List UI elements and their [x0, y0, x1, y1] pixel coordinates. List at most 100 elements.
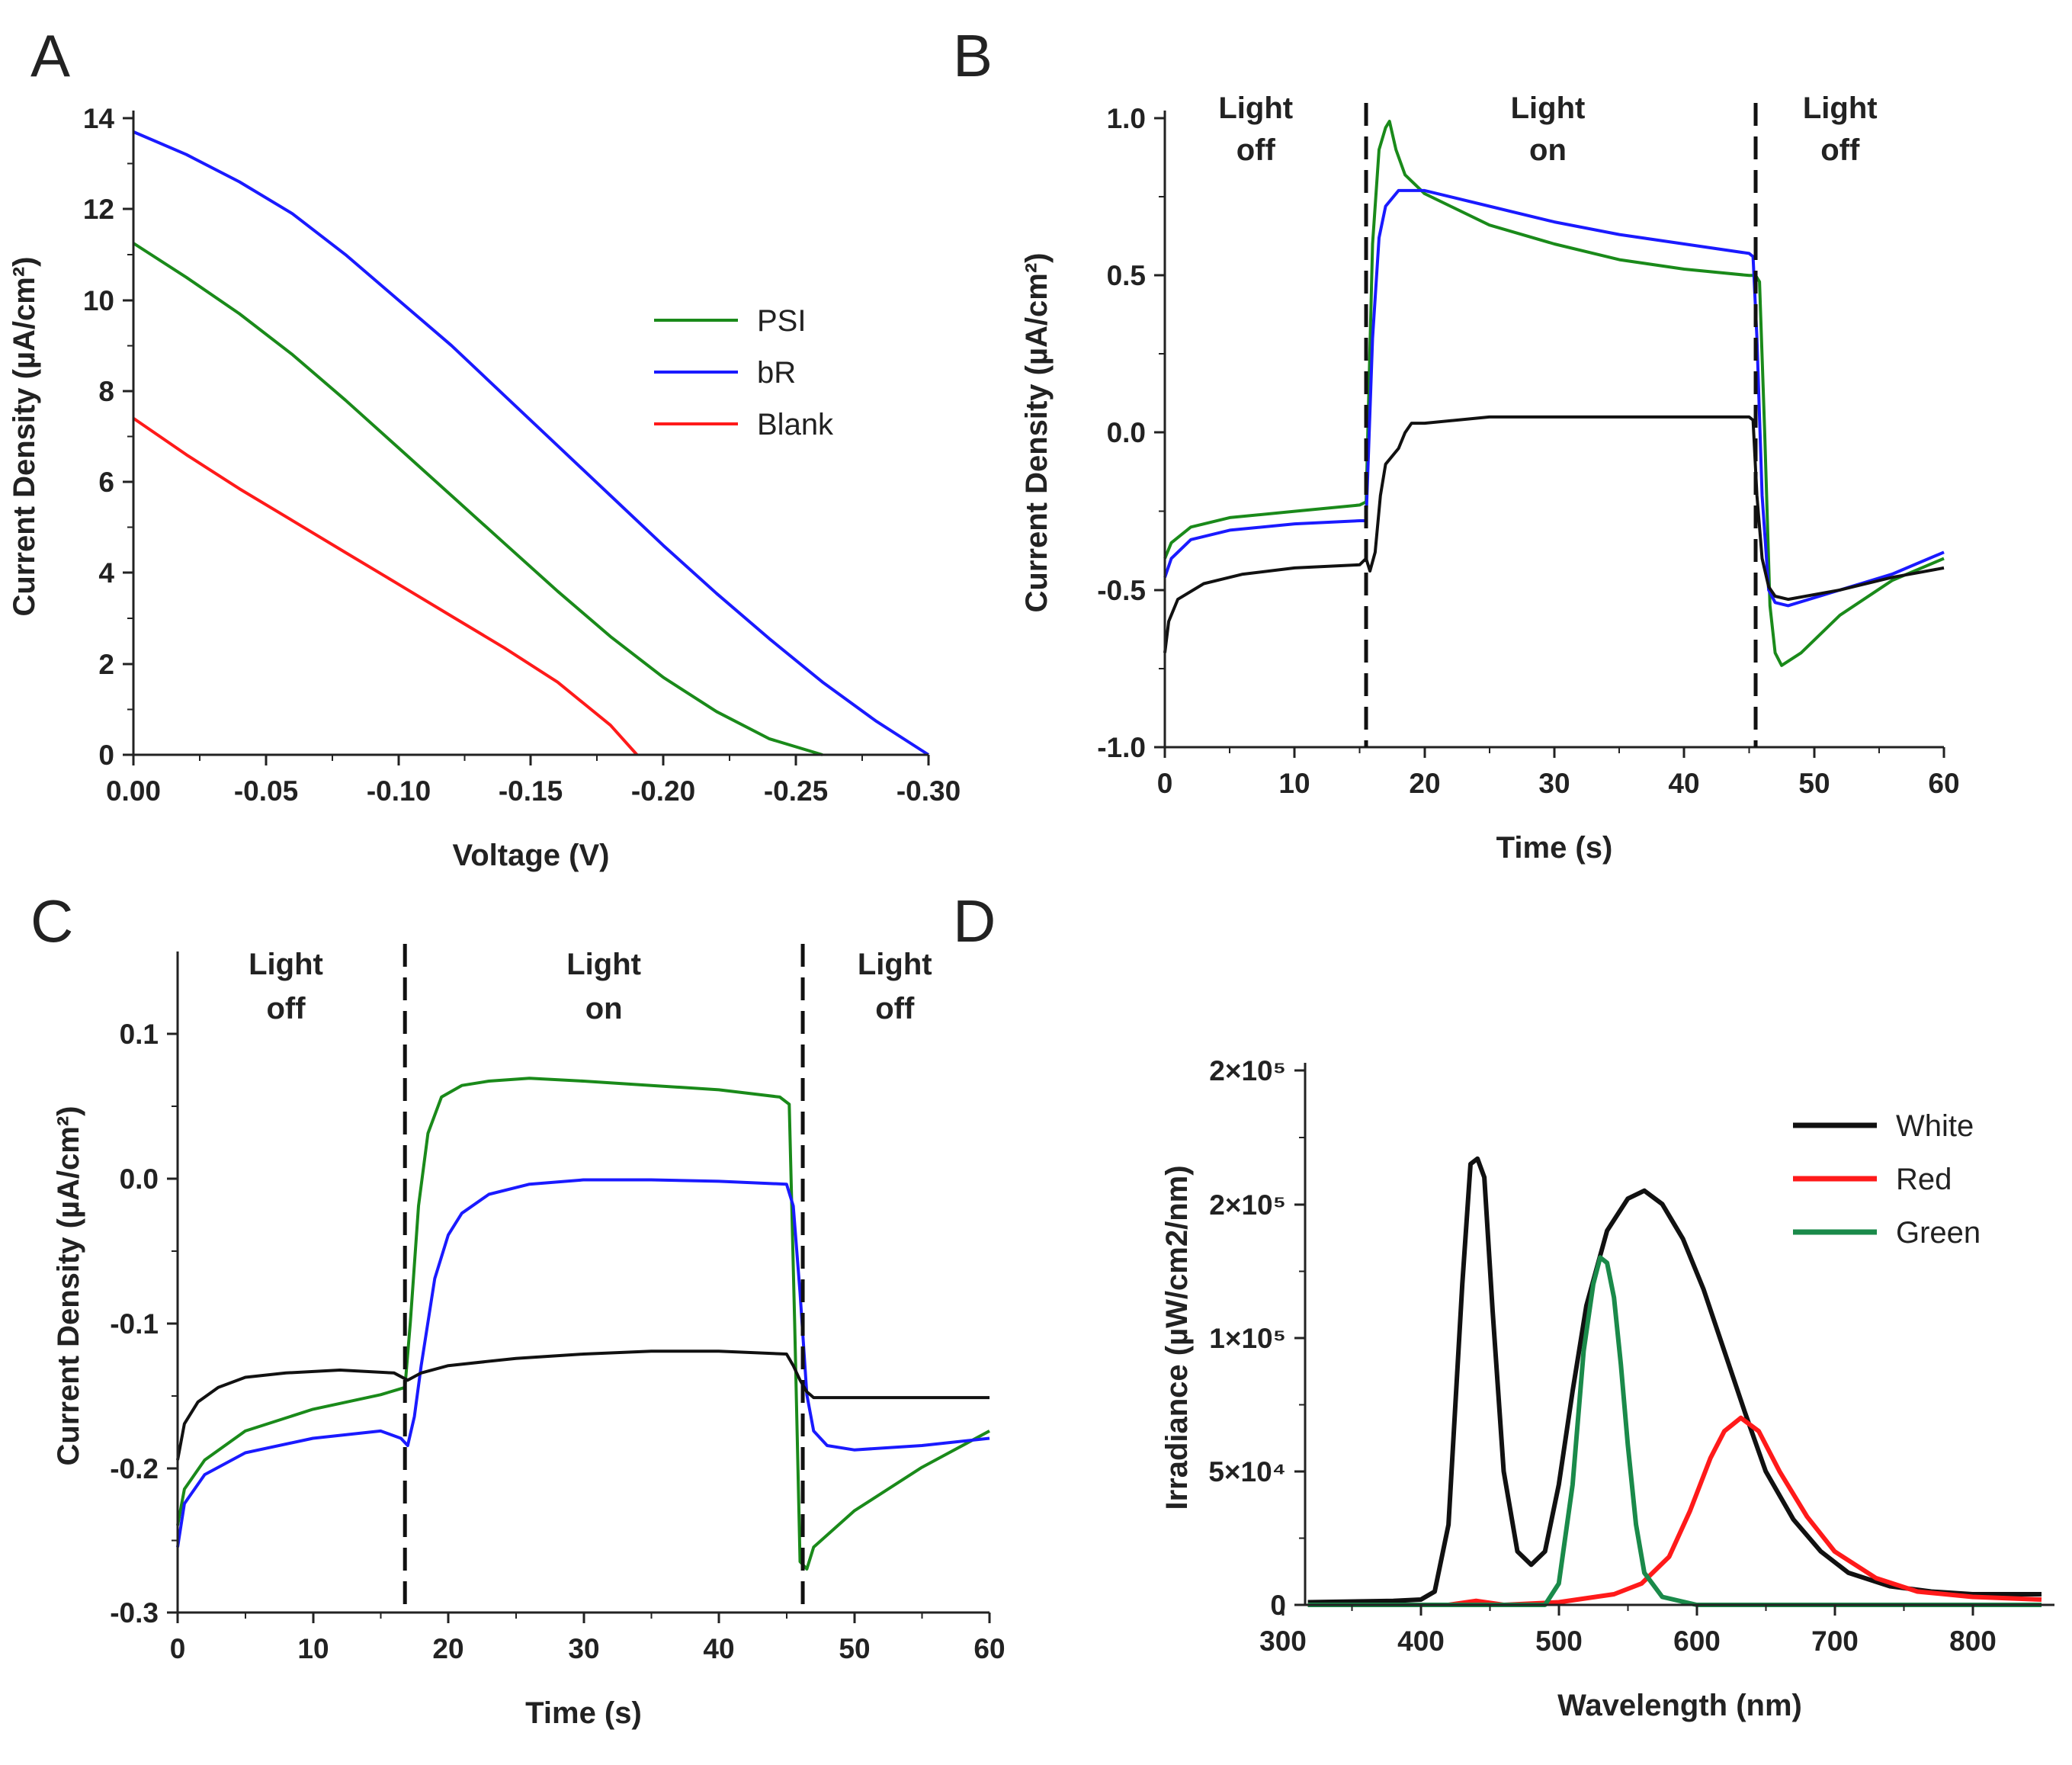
panel-letter-d: D [953, 887, 996, 955]
series-psi-a [132, 242, 823, 756]
legend-label-green-d: Green [1896, 1216, 1981, 1250]
y-axis-label-c: Current Density (µA/cm²) [52, 1106, 85, 1466]
x-tick-label-c: 30 [568, 1633, 599, 1664]
y-tick-label-b: -1.0 [1097, 732, 1146, 763]
series-br-b [1163, 188, 1945, 608]
x-tick-label-c: 0 [170, 1633, 186, 1664]
series-br-a [133, 130, 930, 756]
x-tick-label-a: -0.15 [499, 775, 563, 807]
y-tick-label-a: 6 [98, 467, 114, 498]
series-white-d [1307, 1156, 2042, 1605]
x-tick-label-a: -0.05 [234, 775, 298, 807]
region-label-c: Light [249, 948, 323, 981]
panel-c: C 0 10 20 30 40 50 60 -0.3 -0.2 -0.1 0.0 0.1 Time (… [30, 887, 1006, 1730]
x-tick-label-d: 600 [1673, 1625, 1721, 1657]
x-tick-label-b: 60 [1928, 768, 1959, 799]
series-blank-a [132, 416, 639, 756]
region-label-b: on [1529, 133, 1567, 167]
x-axis-label-c: Time (s) [525, 1696, 642, 1730]
region-label-c: on [585, 992, 623, 1025]
y-tick-label-a: 10 [83, 285, 114, 316]
region-label-c: off [875, 992, 915, 1025]
legend-a: PSI bR Blank [654, 304, 834, 441]
x-tick-label-b: 50 [1798, 768, 1830, 799]
y-tick-label-a: 4 [98, 557, 114, 589]
x-tick-label-b: 30 [1538, 768, 1570, 799]
y-tick-label-d: 2×10⁵ [1209, 1189, 1286, 1221]
x-tick-label-b: 10 [1278, 768, 1310, 799]
y-tick-label-b: 0.5 [1107, 260, 1146, 291]
x-tick-label-d: 400 [1397, 1625, 1445, 1657]
legend-d: White Red Green [1793, 1109, 1981, 1250]
y-tick-label-a: 2 [98, 649, 114, 680]
region-label-c: off [266, 992, 306, 1025]
panel-letter-a: A [30, 22, 70, 89]
legend-label-white-d: White [1896, 1109, 1974, 1143]
series-psi-b [1163, 120, 1945, 667]
y-axis-label-a: Current Density (µA/cm²) [8, 257, 41, 617]
x-tick-label-c: 40 [703, 1633, 734, 1664]
x-tick-label-c: 20 [432, 1633, 463, 1664]
y-tick-label-c: -0.1 [110, 1308, 159, 1340]
y-axis-label-b: Current Density (µA/cm²) [1020, 253, 1054, 613]
x-tick-label-a: -0.10 [367, 775, 431, 807]
x-tick-label-b: 40 [1668, 768, 1699, 799]
x-tick-label-d: 500 [1535, 1625, 1583, 1657]
y-tick-label-d: 0 [1270, 1590, 1286, 1621]
x-tick-label-c: 10 [297, 1633, 329, 1664]
x-tick-label-b: 20 [1409, 768, 1440, 799]
y-tick-label-c: 0.1 [120, 1019, 159, 1050]
region-label-c: Light [566, 948, 641, 981]
y-tick-label-c: 0.0 [120, 1163, 159, 1195]
y-tick-label-b: 1.0 [1107, 103, 1146, 134]
panel-a: A 0.00 -0.05 -0.10 -0.15 -0.20 -0.25 -0.30 0 2 4 6… [8, 22, 961, 872]
y-tick-label-c: -0.3 [110, 1597, 159, 1629]
y-tick-label-d: 1×10⁵ [1209, 1323, 1286, 1354]
regions-b: Light off Light on Light off [1218, 91, 1877, 167]
x-tick-label-c: 50 [839, 1633, 870, 1664]
legend-label-red-d: Red [1896, 1163, 1952, 1196]
series-blank-b [1163, 415, 1945, 653]
x-axis-label-d: Wavelength (nm) [1557, 1689, 1802, 1722]
x-axis-label-a: Voltage (V) [453, 839, 610, 872]
y-tick-label-a: 14 [83, 103, 115, 134]
region-label-b: Light [1803, 91, 1878, 125]
x-tick-label-a: -0.20 [631, 775, 695, 807]
y-tick-label-a: 12 [83, 194, 114, 225]
y-tick-label-d: 5×10⁴ [1208, 1456, 1286, 1487]
panel-b: B 0 10 20 30 40 50 60 -1.0 -0.5 0.0 0.5 1.0 Time (s… [953, 22, 1960, 865]
x-tick-label-a: -0.25 [764, 775, 828, 807]
x-tick-label-d: 300 [1259, 1625, 1307, 1657]
x-tick-label-d: 800 [1949, 1625, 1997, 1657]
y-tick-label-d: 2×10⁵ [1209, 1055, 1286, 1086]
region-label-b: Light [1218, 91, 1293, 125]
series-psi-c [176, 1077, 990, 1571]
y-tick-label-c: -0.2 [110, 1453, 159, 1484]
y-tick-label-b: 0.0 [1107, 417, 1146, 448]
region-label-c: Light [858, 948, 932, 981]
y-tick-label-b: -0.5 [1097, 575, 1146, 606]
y-tick-label-a: 8 [98, 376, 114, 407]
y-tick-label-a: 0 [98, 740, 114, 771]
legend-label-blank-a: Blank [757, 408, 834, 441]
x-tick-label-c: 60 [973, 1633, 1005, 1664]
x-tick-label-b: 0 [1157, 768, 1173, 799]
x-tick-label-a: 0.00 [106, 775, 161, 807]
region-label-b: off [1236, 133, 1276, 167]
panel-d: D 300 400 500 600 700 800 0 5×10⁴ 1×10⁵ 2×10⁵ 2×10… [953, 887, 2054, 1722]
series-br-c [176, 1178, 990, 1548]
legend-label-br-a: bR [757, 356, 796, 390]
legend-label-psi-a: PSI [757, 304, 806, 338]
region-label-b: off [1820, 133, 1860, 167]
y-axis-label-d: Irradiance (µW/cm2/nm) [1160, 1165, 1194, 1510]
panel-letter-b: B [953, 22, 993, 89]
regions-c: Light off Light on Light off [249, 948, 932, 1025]
series-blank-c [176, 1349, 989, 1461]
x-axis-label-b: Time (s) [1496, 831, 1613, 865]
x-tick-label-d: 700 [1811, 1625, 1859, 1657]
region-label-b: Light [1511, 91, 1586, 125]
panel-letter-c: C [30, 887, 73, 955]
x-tick-label-a: -0.30 [896, 775, 961, 807]
series-green-d [1307, 1255, 2042, 1607]
